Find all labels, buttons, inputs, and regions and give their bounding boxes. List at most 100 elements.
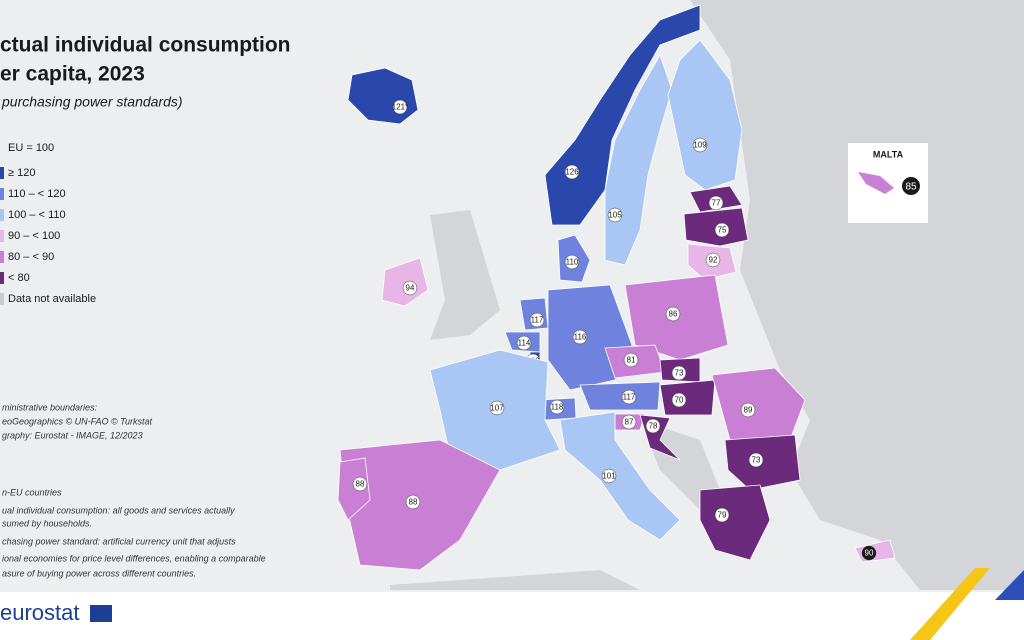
footnote: asure of buying power across different c… [2, 568, 196, 578]
value-label: 75 [718, 226, 727, 235]
value-label: 117 [623, 393, 636, 402]
value-label: 86 [669, 310, 678, 319]
legend-label: 100 – < 110 [8, 209, 66, 221]
legend-label: < 80 [8, 272, 30, 284]
value-marker [564, 254, 580, 270]
value-marker [621, 414, 637, 430]
title: ctual individual consumption [0, 34, 291, 57]
inset-title: MALTA [873, 149, 904, 159]
great-britain [430, 210, 500, 340]
logo-text: eurostat [0, 600, 80, 625]
value-label: 105 [608, 211, 622, 220]
value-label: 78 [649, 422, 658, 431]
value-label: 118 [551, 403, 564, 412]
value-marker [621, 389, 637, 405]
north-africa [390, 570, 640, 590]
regions: 121*126105109777592110941171141381168681… [337, 4, 896, 571]
value-label: 73 [675, 369, 684, 378]
footnote: ual individual consumption: all goods an… [2, 505, 235, 515]
value-marker [748, 452, 764, 468]
source-line: graphy: Eurostat - IMAGE, 12/2023 [2, 430, 143, 440]
legend-swatch [0, 230, 4, 242]
footnote: n-EU countries [2, 487, 62, 497]
decor-blue [995, 570, 1024, 600]
footnote: ional economies for price level differen… [2, 553, 266, 563]
value-label: 126 [565, 168, 579, 177]
footnote: chasing power standard: artificial curre… [2, 536, 236, 546]
value-label: 114 [518, 339, 531, 348]
source-line: eoGeographics © UN-FAO © Turkstat [2, 416, 152, 426]
value-label: 77 [712, 199, 721, 208]
value-label: 88 [356, 480, 365, 489]
value-label: 87 [625, 418, 634, 427]
value-marker [665, 306, 681, 322]
value-marker [740, 402, 756, 418]
country [337, 457, 371, 521]
legend-label: Data not available [8, 293, 96, 305]
value-label: 92 [709, 256, 718, 265]
value-label: 109 [693, 141, 707, 150]
value-label: 116 [574, 333, 587, 342]
footer [0, 592, 1024, 640]
legend-caption: EU = 100 [8, 142, 54, 154]
inset-marker [902, 177, 920, 195]
value-marker [708, 195, 724, 211]
value-marker [402, 280, 418, 296]
value-label: 121* [392, 103, 408, 112]
value-marker [692, 137, 708, 153]
legend-swatch [0, 209, 4, 221]
eu-flag [90, 605, 112, 622]
value-label: 73 [752, 456, 761, 465]
eastern-land [690, 0, 1024, 590]
legend-label: 80 – < 90 [8, 251, 54, 263]
legend-label: 110 – < 120 [8, 188, 66, 200]
country [579, 381, 661, 411]
legend-swatch [0, 188, 4, 200]
value-marker [392, 99, 408, 115]
value-marker [861, 545, 877, 561]
legend-swatch [0, 251, 4, 263]
country [559, 411, 681, 541]
value-marker [564, 164, 580, 180]
country [699, 484, 771, 561]
country [544, 4, 701, 226]
legend: ≥ 120 110 – < 120 100 – < 110 90 – < 100 80 … [0, 167, 96, 305]
source: ministrative boundaries: eoGeographics © … [2, 402, 152, 440]
value-marker [671, 365, 687, 381]
value-marker [607, 207, 623, 223]
value-marker [645, 418, 661, 434]
country [381, 257, 429, 307]
legend-swatch [0, 293, 4, 305]
footnote: sumed by households. [2, 518, 92, 528]
legend-swatch [0, 167, 4, 179]
value-label: 89 [744, 406, 753, 415]
legend-label: 90 – < 100 [8, 230, 60, 242]
title: er capita, 2023 [0, 63, 145, 86]
value-marker [623, 352, 639, 368]
value-marker [601, 468, 617, 484]
country [659, 379, 716, 416]
value-marker [705, 252, 721, 268]
value-label: 70 [675, 396, 684, 405]
country [711, 367, 806, 441]
legend-swatch [0, 272, 4, 284]
value-label: 101 [602, 472, 616, 481]
value-label: 107 [490, 404, 504, 413]
country [667, 39, 743, 191]
footnotes: n-EU countries ual individual consumption… [2, 487, 266, 578]
value-label: 110 [566, 258, 579, 267]
value-marker [549, 399, 565, 415]
value-marker [572, 329, 588, 345]
subtitle: purchasing power standards) [1, 94, 183, 110]
value-label: 81 [627, 356, 636, 365]
value-label: 117 [531, 316, 544, 325]
value-marker [352, 476, 368, 492]
malta-shape [858, 172, 894, 194]
inset-value: 85 [905, 182, 917, 193]
value-marker [714, 222, 730, 238]
value-marker [489, 400, 505, 416]
value-label: 79 [718, 511, 727, 520]
value-marker [405, 494, 421, 510]
value-marker [529, 312, 545, 328]
